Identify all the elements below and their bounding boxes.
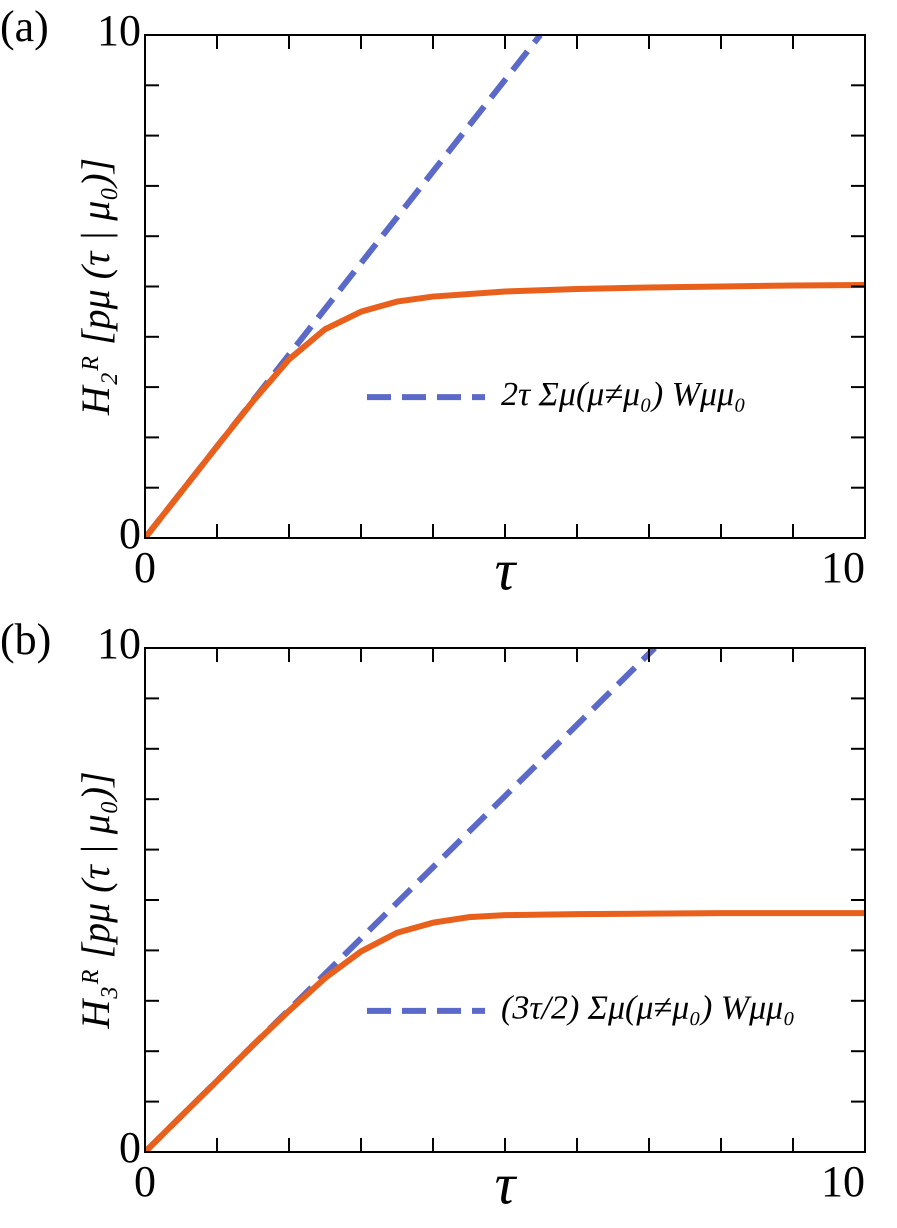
panel-label: (a) <box>0 2 49 51</box>
y-tick-label: 0 <box>119 1123 141 1172</box>
legend-label: 2τ Σμ(μ≠μ₀) Wμμ₀ <box>501 376 746 413</box>
plot-frame <box>144 647 866 1153</box>
y-axis-label: H₂ᴿ [pμ (τ | μ₀)] <box>73 158 118 416</box>
y-axis-label: H₃ᴿ [pμ (τ | μ₀)] <box>73 771 118 1029</box>
panel-label: (b) <box>0 615 51 664</box>
series-line <box>145 910 865 1152</box>
x-tick-label: 10 <box>821 543 865 592</box>
x-tick-label: 10 <box>821 1157 865 1206</box>
x-axis-label: τ <box>495 1151 518 1216</box>
x-tick-label: 0 <box>134 543 156 592</box>
y-tick-label: 0 <box>119 509 141 558</box>
series-line <box>145 281 865 538</box>
legend-label: (3τ/2) Σμ(μ≠μ₀) Wμμ₀ <box>501 990 795 1027</box>
y-tick-label: 10 <box>97 6 141 55</box>
x-tick-label: 0 <box>134 1157 156 1206</box>
x-axis-label: τ <box>495 537 518 602</box>
y-tick-label: 10 <box>97 619 141 668</box>
